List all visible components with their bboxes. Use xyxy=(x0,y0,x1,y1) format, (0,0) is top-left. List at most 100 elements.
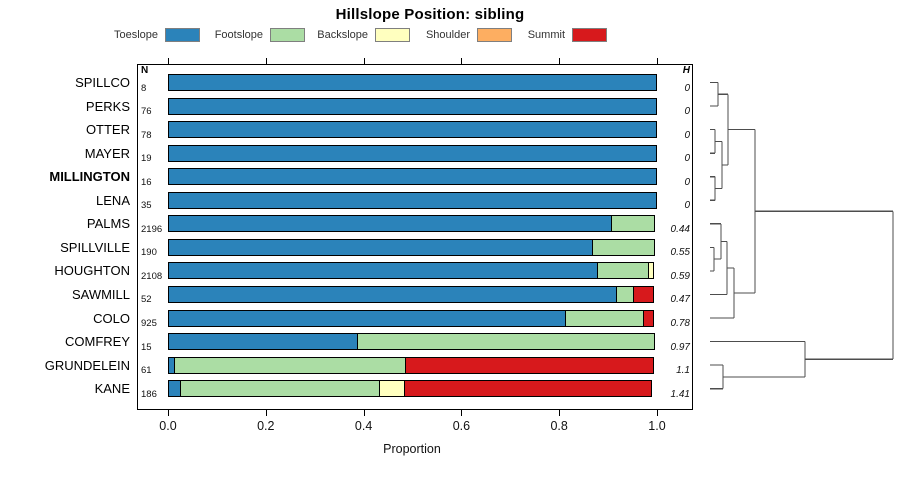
bar-segment-toeslope xyxy=(168,215,613,233)
bar-row xyxy=(168,309,654,327)
x-axis-tick-label: 0.4 xyxy=(354,419,373,433)
legend-swatch-footslope xyxy=(270,28,305,42)
site-label-perks: PERKS xyxy=(85,98,130,114)
bar-segment-toeslope xyxy=(168,309,567,327)
x-axis-tick-label: 0.8 xyxy=(550,419,568,433)
bar-segment-footslope xyxy=(616,285,635,303)
site-label-grundelein: GRUNDELEIN xyxy=(44,357,130,373)
legend-label-summit: Summit xyxy=(527,29,565,41)
bar-segment-toeslope xyxy=(168,97,657,115)
site-label-houghton: HOUGHTON xyxy=(54,263,130,279)
bar-segment-footslope xyxy=(611,215,656,233)
n-value: 2108 xyxy=(141,270,163,282)
x-axis-tick-top xyxy=(559,58,561,64)
bar-segment-footslope xyxy=(591,238,656,256)
bar-segment-summit xyxy=(633,285,654,303)
h-value: 0.97 xyxy=(670,341,690,353)
x-axis-tick xyxy=(461,410,463,416)
site-label-millington: MILLINGTON xyxy=(49,169,130,185)
site-label-mayer: MAYER xyxy=(84,145,130,161)
x-axis-tick-label: 0.6 xyxy=(452,419,471,433)
bar-row xyxy=(168,285,654,303)
legend-swatch-shoulder xyxy=(477,28,512,42)
bar-row xyxy=(168,238,656,256)
site-label-spillco: SPILLCO xyxy=(75,75,130,90)
bar-row xyxy=(168,380,653,398)
bar-row xyxy=(168,97,657,115)
h-value: 0.78 xyxy=(670,318,690,329)
bar-segment-footslope xyxy=(174,356,407,374)
h-value: 0.44 xyxy=(670,223,690,235)
bar-segment-toeslope xyxy=(168,285,618,303)
x-axis-tick-label: 1.0 xyxy=(648,419,666,433)
bar-row xyxy=(168,215,656,233)
bar-segment-footslope xyxy=(180,380,381,398)
x-axis-tick-top xyxy=(461,58,463,64)
h-column-header: H xyxy=(682,65,690,76)
chart-title: Hillslope Position: sibling xyxy=(335,6,525,23)
legend-label-footslope: Footslope xyxy=(214,29,263,41)
h-value: 0 xyxy=(684,153,690,165)
bar-row xyxy=(168,144,657,162)
h-value: 1.41 xyxy=(670,388,690,400)
bar-row xyxy=(168,74,657,91)
site-label-spillville: SPILLVILLE xyxy=(60,239,130,255)
x-axis-tick xyxy=(363,410,365,416)
n-value: 78 xyxy=(141,129,152,141)
n-value: 15 xyxy=(141,341,152,353)
h-value: 0 xyxy=(684,176,690,188)
n-value: 16 xyxy=(141,176,152,188)
site-label-sawmill: SAWMILL xyxy=(71,286,130,302)
bar-segment-toeslope xyxy=(168,168,657,186)
bar-segment-footslope xyxy=(596,262,650,280)
h-value: 0.47 xyxy=(670,294,690,306)
n-value: 8 xyxy=(141,82,147,94)
bar-segment-toeslope xyxy=(168,262,599,280)
x-axis-tick-top xyxy=(363,58,365,64)
x-axis-title: Proportion xyxy=(383,442,441,456)
h-value: 0 xyxy=(684,82,690,94)
x-axis-tick xyxy=(559,410,561,416)
site-label-colo: COLO xyxy=(93,310,130,326)
n-value: 2196 xyxy=(141,223,163,235)
legend-label-toeslope: Toeslope xyxy=(113,29,158,41)
n-value: 35 xyxy=(141,200,152,212)
bar-segment-footslope xyxy=(565,309,645,327)
n-value: 76 xyxy=(141,106,152,118)
n-value: 925 xyxy=(141,318,157,329)
h-value: 0.59 xyxy=(670,270,690,282)
legend-label-backslope: Backslope xyxy=(317,29,368,41)
bar-segment-summit xyxy=(642,309,654,327)
bar-segment-backslope xyxy=(648,262,654,280)
n-value: 190 xyxy=(141,247,157,259)
site-label-palms: PALMS xyxy=(86,216,130,232)
bar-row xyxy=(168,333,656,351)
h-value: 0.55 xyxy=(670,247,690,259)
bar-row xyxy=(168,121,657,139)
site-label-otter: OTTER xyxy=(85,122,130,138)
bar-row xyxy=(168,168,657,186)
bar-segment-toeslope xyxy=(168,238,594,256)
x-axis-tick-top xyxy=(657,58,658,64)
n-value: 52 xyxy=(141,294,152,306)
bar-segment-backslope xyxy=(378,380,406,398)
n-value: 61 xyxy=(141,365,152,377)
bar-segment-footslope xyxy=(357,333,656,351)
x-axis-tick-top xyxy=(265,58,267,64)
bar-segment-summit xyxy=(405,356,654,374)
bar-row xyxy=(168,191,657,209)
site-label-lena: LENA xyxy=(96,192,130,208)
legend-swatch-backslope xyxy=(375,28,410,42)
legend-swatch-summit xyxy=(572,28,607,42)
bar-segment-toeslope xyxy=(168,333,359,351)
x-axis-tick-label: 0.2 xyxy=(257,419,275,433)
n-column-header: N xyxy=(141,65,149,76)
h-value: 0 xyxy=(684,200,690,212)
bar-segment-toeslope xyxy=(168,191,657,209)
bar-row xyxy=(168,356,654,374)
x-axis-tick-top xyxy=(168,58,169,64)
legend-label-shoulder: Shoulder xyxy=(425,29,470,41)
bar-row xyxy=(168,262,654,280)
bar-segment-toeslope xyxy=(168,74,657,91)
